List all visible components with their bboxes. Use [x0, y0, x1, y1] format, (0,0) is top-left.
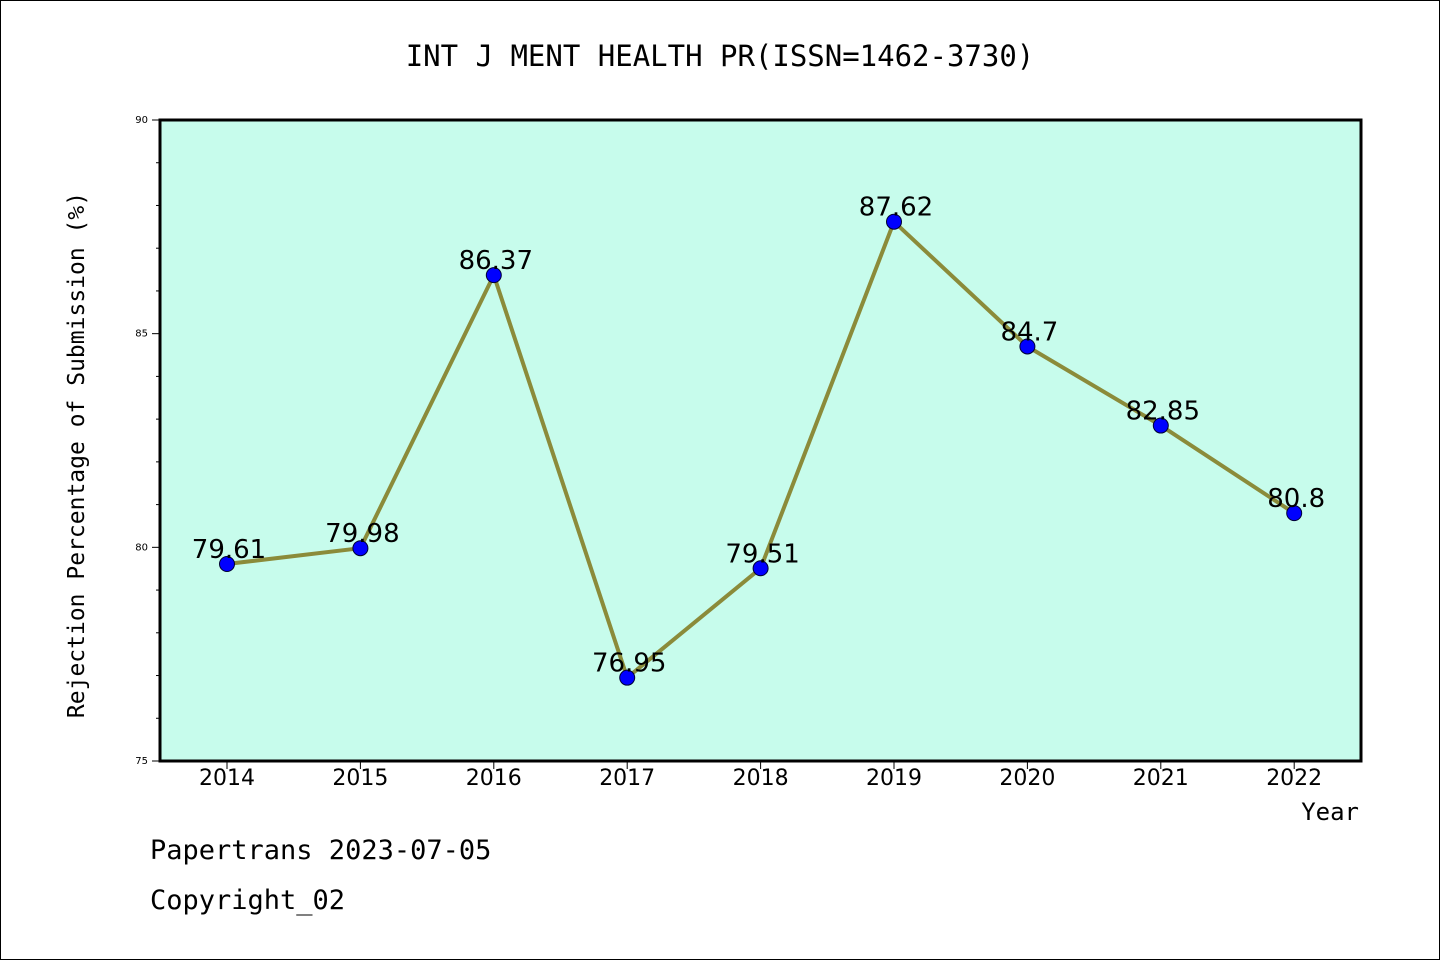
data-point-label: 79.51: [725, 539, 799, 569]
x-tick-label: 2015: [332, 766, 388, 791]
plot-border: [158, 118, 1363, 763]
data-point-marker: [752, 560, 769, 577]
copyright-text: Copyright_02: [150, 885, 346, 916]
data-point-label: 82.85: [1126, 397, 1200, 427]
data-point-marker: [219, 555, 235, 572]
y-tick-label: 90: [135, 115, 148, 126]
data-point-marker: [352, 540, 369, 557]
data-markers: [219, 213, 1303, 686]
x-tick-label: 2019: [866, 766, 922, 791]
y-axis-ticks: 75 80 85 90: [135, 115, 160, 767]
x-axis-label: Year: [1301, 798, 1359, 826]
data-point-marker: [886, 213, 902, 230]
x-tick-label: 2018: [733, 766, 789, 791]
data-point-label: 87.62: [859, 193, 933, 223]
x-tick-label: 2022: [1266, 766, 1322, 791]
data-point-label: 86.37: [459, 246, 533, 276]
data-point-label: 76.95: [592, 649, 666, 679]
x-axis-ticks: 2014 2015 2016 2017 2018 2019 2020 2021 2022: [199, 761, 1322, 791]
y-tick-label: 80: [135, 542, 148, 553]
data-point-marker: [1286, 505, 1303, 522]
x-tick-label: 2016: [466, 766, 522, 791]
x-tick-label: 2021: [1133, 766, 1189, 791]
data-point-label: 79.98: [325, 519, 399, 549]
data-point-marker: [1152, 417, 1169, 434]
y-tick-label: 75: [135, 756, 148, 767]
y-tick-label: 85: [135, 329, 148, 340]
x-tick-label: 2017: [599, 766, 655, 791]
x-tick-label: 2020: [999, 766, 1055, 791]
data-labels: 79.61 79.98 86.37 76.95 79.51 87.62 84.7 82.85 8…: [192, 193, 1325, 679]
y-axis-label: Rejection Percentage of Submission (%): [64, 192, 90, 718]
x-tick-label: 2014: [199, 766, 255, 791]
data-point-marker: [1019, 338, 1036, 355]
data-point-label: 84.7: [1000, 317, 1058, 347]
chart-title: INT J MENT HEALTH PR(ISSN=1462-3730): [406, 39, 1035, 73]
data-point-label: 80.8: [1267, 484, 1325, 514]
source-date-text: Papertrans 2023-07-05: [150, 835, 492, 866]
data-point-marker: [485, 267, 502, 284]
data-point-marker: [619, 669, 636, 686]
data-point-label: 79.61: [192, 535, 266, 565]
plot-area: [160, 120, 1361, 761]
